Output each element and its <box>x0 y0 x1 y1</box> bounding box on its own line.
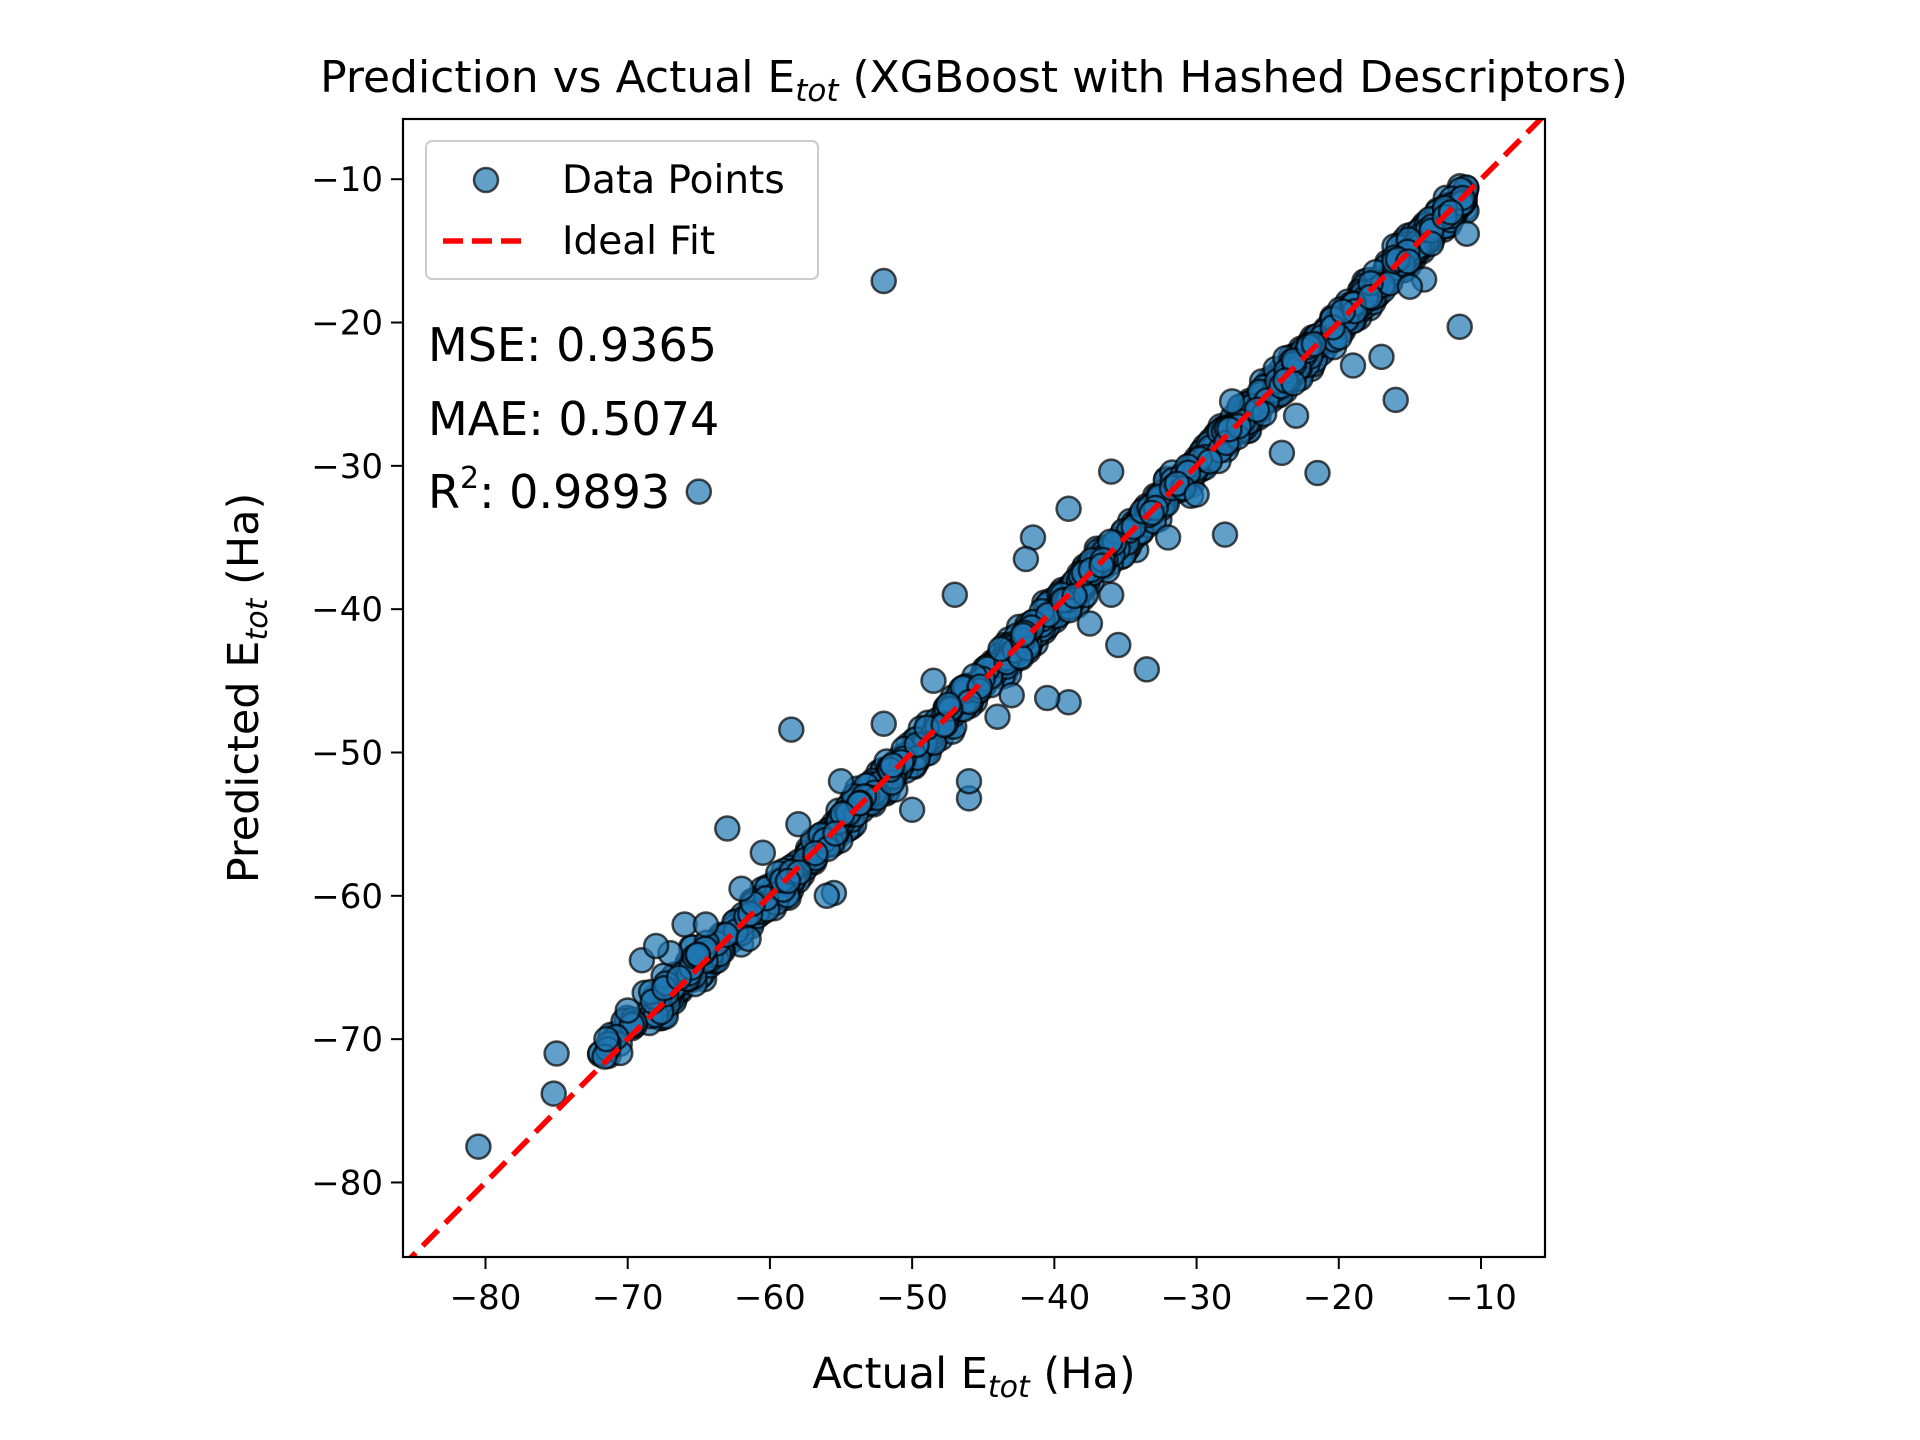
data-point <box>1282 402 1310 429</box>
x-tick-label: −40 <box>1018 1278 1090 1318</box>
mae-text: MAE: 0.5074 <box>428 392 719 446</box>
legend: Data Points Ideal Fit <box>425 140 819 280</box>
x-tick-label: −70 <box>592 1278 664 1318</box>
data-point <box>1033 684 1061 712</box>
x-tick-label: −20 <box>1303 1278 1375 1318</box>
x-tick-label: −80 <box>450 1278 522 1318</box>
x-tick-label: −60 <box>734 1278 806 1318</box>
x-axis-label: Actual Etot (Ha) <box>812 1349 1135 1405</box>
plot-area-frame <box>401 117 1547 1259</box>
data-point <box>692 911 720 938</box>
stats-annotation: MSE: 0.9365 MAE: 0.5074 R2: 0.9893 <box>428 318 719 519</box>
data-point <box>998 681 1025 709</box>
data-point <box>1382 386 1409 414</box>
data-point <box>1088 552 1115 579</box>
data-point <box>1012 545 1040 573</box>
data-point <box>1304 459 1331 487</box>
y-tick-label: −80 <box>311 1163 383 1203</box>
y-tick-label: −50 <box>311 733 383 773</box>
data-point <box>1133 656 1161 683</box>
data-point <box>1368 343 1395 371</box>
data-point <box>785 810 812 838</box>
data-point <box>941 581 969 609</box>
y-tick-label: −40 <box>311 590 383 630</box>
data-point <box>593 1025 620 1053</box>
x-tick-label: −30 <box>1161 1278 1233 1318</box>
data-point <box>898 796 926 824</box>
x-tick-label: −50 <box>876 1278 948 1318</box>
data-point <box>1009 621 1037 649</box>
data-point <box>920 667 947 695</box>
data-point <box>1154 524 1182 551</box>
legend-box <box>425 140 819 280</box>
data-point <box>714 815 741 842</box>
data-point <box>1105 631 1132 659</box>
y-tick-label: −60 <box>311 877 383 917</box>
data-point <box>540 1080 567 1107</box>
data-point <box>735 925 762 953</box>
data-point <box>827 767 855 795</box>
data-point <box>1055 495 1082 523</box>
mse-text: MSE: 0.9365 <box>428 318 717 372</box>
ideal-fit-line <box>407 119 1545 1257</box>
data-point <box>1453 220 1481 247</box>
data-point <box>1396 273 1424 300</box>
data-point <box>987 635 1014 663</box>
data-point <box>543 1040 570 1067</box>
y-tick-label: −70 <box>311 1020 383 1060</box>
y-tick-label: −20 <box>311 304 383 344</box>
data-point <box>1339 352 1367 379</box>
data-point <box>984 703 1011 730</box>
data-point <box>1329 298 1357 325</box>
legend-label-ideal-fit: Ideal Fit <box>562 219 715 264</box>
data-point <box>749 839 777 867</box>
data-point <box>465 1133 492 1160</box>
data-point <box>1061 582 1088 610</box>
legend-label-data-points: Data Points <box>562 158 785 203</box>
x-tick-label: −10 <box>1445 1278 1517 1318</box>
legend-marker-icon <box>472 166 500 194</box>
chart-title: Prediction vs Actual Etot (XGBoost with … <box>320 52 1628 109</box>
y-tick-label: −30 <box>311 447 383 487</box>
data-point <box>778 716 805 743</box>
data-point <box>1268 439 1296 467</box>
data-point <box>614 997 641 1024</box>
data-point <box>1356 283 1384 311</box>
data-point <box>1097 581 1125 609</box>
data-point <box>1211 521 1239 548</box>
y-axis-label: Predicted Etot (Ha) <box>219 493 275 884</box>
data-point <box>1076 610 1104 637</box>
data-point <box>813 882 841 910</box>
ticks-layer: −80 −70 −60 −50 −40 −30 −20 −10 −80 −70 −60 −50 −40 −… <box>311 160 1517 1318</box>
data-point <box>728 875 755 902</box>
data-point <box>1055 689 1082 716</box>
data-point <box>870 710 897 738</box>
data-point <box>1097 458 1125 485</box>
data-point <box>955 767 983 795</box>
y-tick-label: −10 <box>311 160 383 200</box>
data-point <box>1243 396 1271 424</box>
r2-text: R2: 0.9893 <box>428 461 670 519</box>
data-point <box>879 752 906 779</box>
data-point <box>870 267 897 295</box>
data-point <box>1218 388 1246 415</box>
data-point <box>1183 481 1210 508</box>
data-point <box>1446 313 1473 341</box>
data-point <box>685 478 713 505</box>
data-point <box>642 932 670 960</box>
